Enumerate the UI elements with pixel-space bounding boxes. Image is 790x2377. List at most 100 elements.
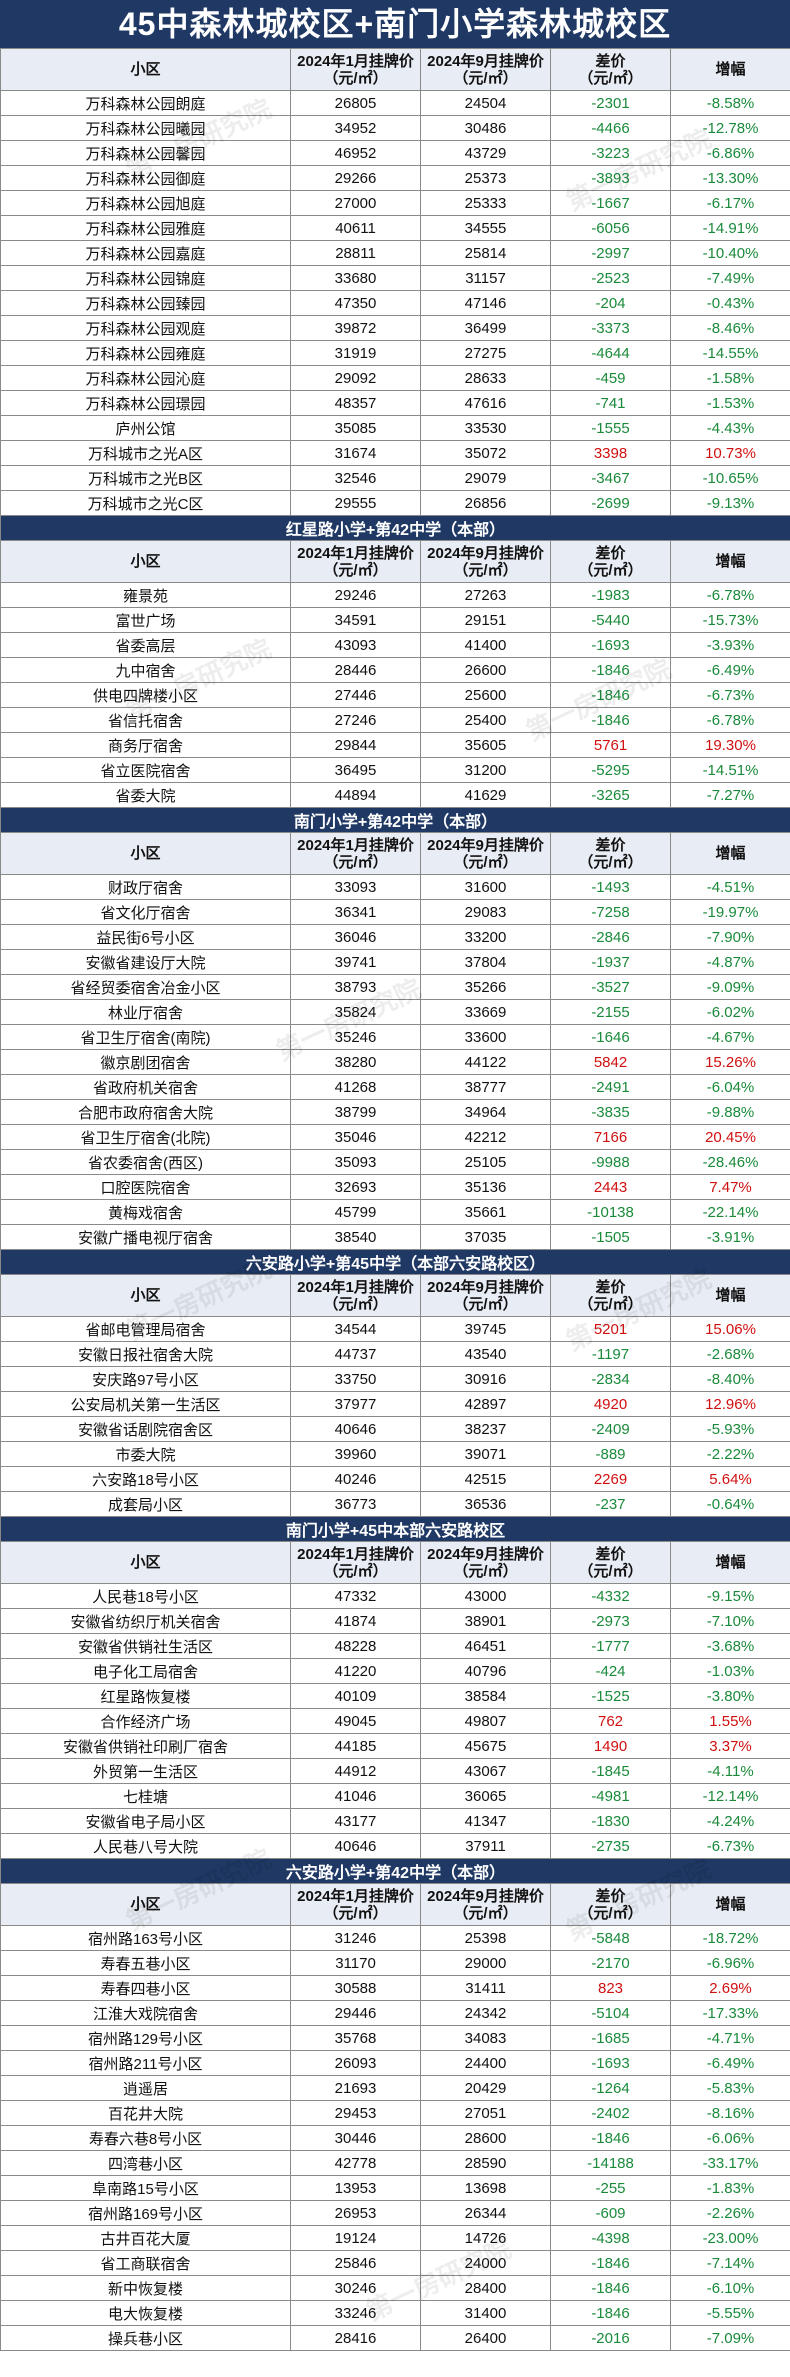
cell-jan-price: 41874 — [290, 1608, 421, 1634]
cell-community: 电大恢复楼 — [0, 2300, 291, 2326]
table-row: 合肥市政府宿舍大院 38799 34964 -3835 -9.88% — [0, 1099, 790, 1125]
cell-jan-price: 45799 — [290, 1199, 421, 1225]
cell-jan-price: 28446 — [290, 657, 421, 683]
table-row: 供电四牌楼小区 27446 25600 -1846 -6.73% — [0, 682, 790, 708]
cell-jan-price: 46952 — [290, 140, 421, 166]
cell-pct: -8.16% — [670, 2100, 790, 2126]
cell-jan-price: 44912 — [290, 1758, 421, 1784]
cell-jan-price: 29266 — [290, 165, 421, 191]
cell-sep-price: 29000 — [420, 1950, 551, 1976]
cell-community: 逍遥居 — [0, 2075, 291, 2101]
cell-diff: 1490 — [550, 1733, 671, 1759]
cell-sep-price: 43729 — [420, 140, 551, 166]
cell-jan-price: 32546 — [290, 465, 421, 491]
header-name: 小区 — [0, 48, 291, 91]
cell-jan-price: 26093 — [290, 2050, 421, 2076]
cell-sep-price: 24000 — [420, 2250, 551, 2276]
cell-pct: -3.68% — [670, 1633, 790, 1659]
cell-pct: -8.58% — [670, 90, 790, 116]
cell-community: 安徽省建设厅大院 — [0, 949, 291, 975]
cell-pct: -12.78% — [670, 115, 790, 141]
cell-pct: -13.30% — [670, 165, 790, 191]
cell-pct: -7.90% — [670, 924, 790, 950]
cell-sep-price: 26344 — [420, 2200, 551, 2226]
cell-jan-price: 30246 — [290, 2275, 421, 2301]
cell-pct: -4.51% — [670, 874, 790, 900]
header-pct: 增幅 — [670, 1541, 790, 1584]
header-pct: 增幅 — [670, 1274, 790, 1317]
table-row: 宿州路169号小区 26953 26344 -609 -2.26% — [0, 2200, 790, 2226]
cell-diff: -5295 — [550, 757, 671, 783]
table-row: 外贸第一生活区 44912 43067 -1845 -4.11% — [0, 1758, 790, 1784]
cell-community: 安徽省纺织厅机关宿舍 — [0, 1608, 291, 1634]
cell-jan-price: 43093 — [290, 632, 421, 658]
cell-jan-price: 47350 — [290, 290, 421, 316]
cell-sep-price: 45675 — [420, 1733, 551, 1759]
cell-jan-price: 28416 — [290, 2325, 421, 2351]
cell-community: 安徽省话剧院宿舍区 — [0, 1416, 291, 1442]
cell-jan-price: 35093 — [290, 1149, 421, 1175]
table-row: 财政厅宿舍 33093 31600 -1493 -4.51% — [0, 874, 790, 900]
cell-jan-price: 41046 — [290, 1783, 421, 1809]
cell-community: 省委高层 — [0, 632, 291, 658]
cell-diff: -2846 — [550, 924, 671, 950]
cell-jan-price: 36046 — [290, 924, 421, 950]
cell-diff: -1667 — [550, 190, 671, 216]
table-row: 万科森林公园嘉庭 28811 25814 -2997 -10.40% — [0, 240, 790, 266]
section-title: 六安路小学+第42中学（本部） — [0, 1858, 790, 1884]
cell-community: 省卫生厅宿舍(北院) — [0, 1124, 291, 1150]
cell-community: 万科森林公园旭庭 — [0, 190, 291, 216]
cell-jan-price: 33680 — [290, 265, 421, 291]
cell-pct: -6.73% — [670, 1833, 790, 1859]
cell-diff: -1846 — [550, 2300, 671, 2326]
cell-sep-price: 24400 — [420, 2050, 551, 2076]
cell-pct: -4.71% — [670, 2025, 790, 2051]
cell-community: 安徽省供销社印刷厂宿舍 — [0, 1733, 291, 1759]
table-row: 万科森林公园臻园 47350 47146 -204 -0.43% — [0, 290, 790, 316]
cell-community: 成套局小区 — [0, 1491, 291, 1517]
cell-pct: -6.17% — [670, 190, 790, 216]
cell-diff: -741 — [550, 390, 671, 416]
cell-pct: -0.43% — [670, 290, 790, 316]
cell-sep-price: 47616 — [420, 390, 551, 416]
cell-pct: -22.14% — [670, 1199, 790, 1225]
cell-jan-price: 27446 — [290, 682, 421, 708]
cell-community: 万科森林公园锦庭 — [0, 265, 291, 291]
cell-jan-price: 30588 — [290, 1975, 421, 2001]
cell-diff: -2016 — [550, 2325, 671, 2351]
table-row: 万科森林公园观庭 39872 36499 -3373 -8.46% — [0, 315, 790, 341]
section-title-row: 南门小学+45中本部六安路校区 — [0, 1516, 790, 1542]
cell-pct: 15.06% — [670, 1316, 790, 1342]
header-diff: 差价 （元/㎡） — [550, 1883, 671, 1926]
table-row: 省卫生厅宿舍(北院) 35046 42212 7166 20.45% — [0, 1124, 790, 1150]
cell-sep-price: 33669 — [420, 999, 551, 1025]
cell-jan-price: 21693 — [290, 2075, 421, 2101]
table-row: 七桂塘 41046 36065 -4981 -12.14% — [0, 1783, 790, 1809]
cell-jan-price: 36341 — [290, 899, 421, 925]
cell-jan-price: 38540 — [290, 1224, 421, 1250]
header-row: 小区 2024年1月挂牌价 （元/㎡） 2024年9月挂牌价 （元/㎡） 差价 （元/㎡）增… — [0, 48, 790, 91]
cell-diff: -237 — [550, 1491, 671, 1517]
cell-diff: -3893 — [550, 165, 671, 191]
table-row: 省委高层 43093 41400 -1693 -3.93% — [0, 632, 790, 658]
table-row: 四湾巷小区 42778 28590 -14188 -33.17% — [0, 2150, 790, 2176]
table-row: 省农委宿舍(西区) 35093 25105 -9988 -28.46% — [0, 1149, 790, 1175]
cell-jan-price: 31919 — [290, 340, 421, 366]
cell-sep-price: 31200 — [420, 757, 551, 783]
cell-pct: -5.55% — [670, 2300, 790, 2326]
table-row: 百花井大院 29453 27051 -2402 -8.16% — [0, 2100, 790, 2126]
cell-diff: -3467 — [550, 465, 671, 491]
table-row: 安庆路97号小区 33750 30916 -2834 -8.40% — [0, 1366, 790, 1392]
cell-jan-price: 40646 — [290, 1833, 421, 1859]
table-row: 新中恢复楼 30246 28400 -1846 -6.10% — [0, 2275, 790, 2301]
table-row: 寿春四巷小区 30588 31411 823 2.69% — [0, 1975, 790, 2001]
table-row: 电子化工局宿舍 41220 40796 -424 -1.03% — [0, 1658, 790, 1684]
cell-jan-price: 49045 — [290, 1708, 421, 1734]
cell-sep-price: 14726 — [420, 2225, 551, 2251]
cell-community: 万科城市之光B区 — [0, 465, 291, 491]
cell-jan-price: 26805 — [290, 90, 421, 116]
header-diff: 差价 （元/㎡） — [550, 540, 671, 583]
cell-jan-price: 42778 — [290, 2150, 421, 2176]
cell-jan-price: 35046 — [290, 1124, 421, 1150]
cell-sep-price: 24342 — [420, 2000, 551, 2026]
